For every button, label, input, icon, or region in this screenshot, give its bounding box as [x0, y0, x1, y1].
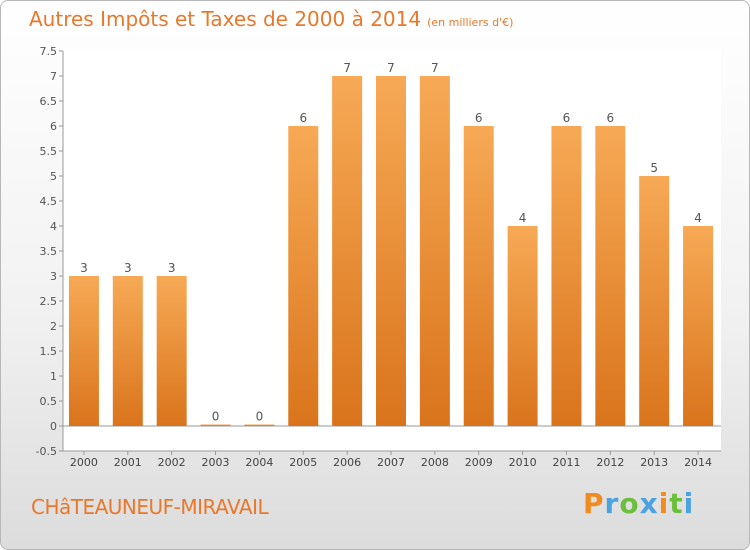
- bar-value-label: 3: [124, 261, 132, 275]
- x-tick-label: 2000: [70, 456, 98, 469]
- bar-value-label: 0: [212, 410, 220, 424]
- x-tick-label: 2009: [465, 456, 493, 469]
- y-tick-label: 2: [50, 320, 57, 333]
- bar-value-label: 6: [299, 111, 307, 125]
- bar: [288, 126, 319, 426]
- x-tick-label: 2010: [509, 456, 537, 469]
- x-tick-label: 2012: [596, 456, 624, 469]
- bar: [639, 176, 670, 426]
- x-tick-label: 2013: [640, 456, 668, 469]
- bar-value-label: 4: [694, 211, 702, 225]
- y-tick-label: 4: [50, 220, 57, 233]
- y-tick-label: 5: [50, 170, 57, 183]
- city-name: CHâTEAUNEUF-MIRAVAIL: [31, 495, 269, 519]
- y-tick-label: 6.5: [40, 95, 58, 108]
- bar-value-label: 3: [168, 261, 176, 275]
- bar-value-label: 7: [431, 61, 439, 75]
- bar: [595, 126, 626, 426]
- y-tick-label: 3.5: [40, 245, 58, 258]
- x-tick-label: 2011: [552, 456, 580, 469]
- bar: [244, 424, 275, 426]
- y-tick-label: 1: [50, 370, 57, 383]
- y-tick-label: 1.5: [40, 345, 58, 358]
- bar: [419, 76, 450, 426]
- bar: [332, 76, 363, 426]
- y-tick-label: 7.5: [40, 45, 58, 58]
- bar-value-label: 3: [80, 261, 88, 275]
- bar-value-label: 6: [475, 111, 483, 125]
- bar: [463, 126, 494, 426]
- bar-value-label: 4: [519, 211, 527, 225]
- proxiti-logo: Proxiti: [583, 487, 695, 520]
- bar: [68, 276, 99, 426]
- y-tick-label: 2.5: [40, 295, 58, 308]
- bar: [683, 226, 714, 426]
- chart-title: Autres Impôts et Taxes de 2000 à 2014 (en…: [29, 7, 513, 31]
- bar-value-label: 6: [563, 111, 571, 125]
- chart-title-main: Autres Impôts et Taxes de 2000 à 2014: [29, 7, 422, 31]
- bar-value-label: 7: [343, 61, 351, 75]
- bar-value-label: 0: [256, 410, 264, 424]
- x-tick-label: 2008: [421, 456, 449, 469]
- y-tick-label: 0.5: [40, 395, 58, 408]
- x-tick-label: 2006: [333, 456, 361, 469]
- y-tick-label: -0.5: [36, 445, 57, 458]
- bar: [507, 226, 538, 426]
- bar: [200, 424, 231, 426]
- bar-value-label: 7: [387, 61, 395, 75]
- y-tick-label: 6: [50, 120, 57, 133]
- x-tick-label: 2003: [202, 456, 230, 469]
- x-tick-label: 2005: [289, 456, 317, 469]
- x-tick-label: 2002: [158, 456, 186, 469]
- y-tick-label: 7: [50, 70, 57, 83]
- y-tick-label: 4.5: [40, 195, 58, 208]
- y-tick-label: 3: [50, 270, 57, 283]
- y-tick-label: 5.5: [40, 145, 58, 158]
- x-tick-label: 2014: [684, 456, 712, 469]
- bar: [551, 126, 582, 426]
- x-tick-label: 2001: [114, 456, 142, 469]
- bar-value-label: 6: [607, 111, 615, 125]
- bar: [376, 76, 406, 426]
- bar: [112, 276, 143, 426]
- x-tick-label: 2004: [245, 456, 273, 469]
- chart-title-unit: (en milliers d'€): [427, 16, 514, 29]
- x-tick-label: 2007: [377, 456, 405, 469]
- bar: [156, 276, 187, 426]
- bar-value-label: 5: [650, 161, 658, 175]
- y-tick-label: 0: [50, 420, 57, 433]
